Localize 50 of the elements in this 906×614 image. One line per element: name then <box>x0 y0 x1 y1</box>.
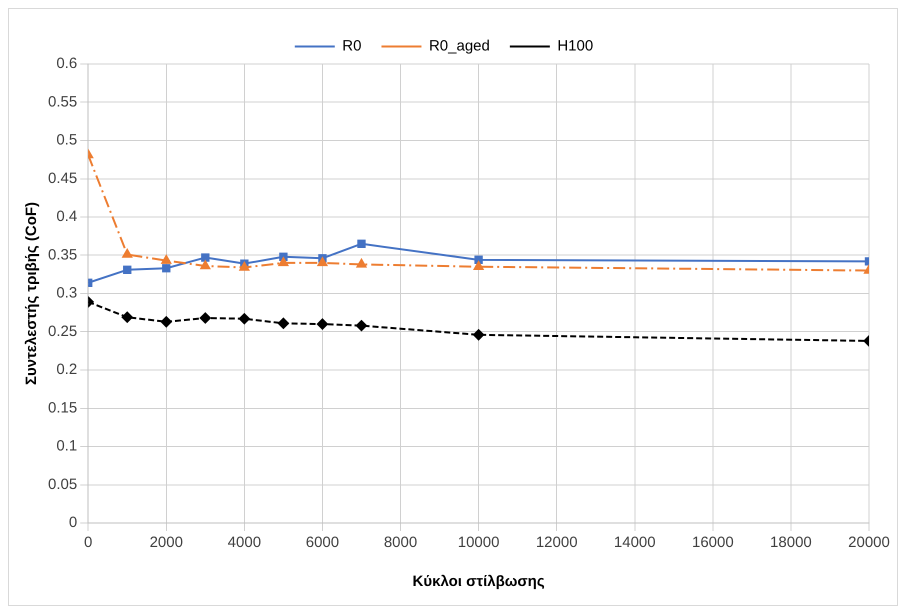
point <box>474 256 483 264</box>
point <box>238 313 250 324</box>
y-tick-label: 0.6 <box>56 55 78 72</box>
point <box>316 318 328 330</box>
point <box>161 255 172 264</box>
x-tick-label: 16000 <box>692 534 734 552</box>
point <box>162 264 170 272</box>
point <box>318 257 328 266</box>
point <box>474 261 484 270</box>
point <box>122 248 132 258</box>
point <box>123 266 132 274</box>
point <box>473 329 484 340</box>
point <box>356 320 367 332</box>
legend-label: R0_aged <box>428 38 490 55</box>
y-tick-label: 0.15 <box>48 399 78 416</box>
point <box>278 318 289 329</box>
y-tick-label: 0.1 <box>56 438 78 455</box>
x-tick-label: 20000 <box>848 534 890 552</box>
y-tick-label: 0.2 <box>56 361 78 378</box>
point <box>200 312 211 324</box>
x-tick-label: 12000 <box>536 534 578 552</box>
y-tick-label: 0.25 <box>48 322 78 340</box>
y-tick-label: 0.5 <box>56 132 78 149</box>
point <box>356 258 366 268</box>
y-tick-label: 0.55 <box>48 93 78 110</box>
x-tick-label: 4000 <box>228 534 262 552</box>
x-axis-title: Κύκλοι στίλβωσης <box>412 573 545 590</box>
point <box>357 240 366 248</box>
x-tick-label: 0 <box>84 534 92 552</box>
y-tick-label: 0.4 <box>56 208 78 226</box>
point <box>122 312 133 323</box>
y-tick-label: 0.3 <box>56 284 78 302</box>
point <box>201 253 210 262</box>
x-tick-label: 18000 <box>770 534 812 552</box>
legend-label: R0 <box>342 38 362 55</box>
x-tick-label: 2000 <box>150 534 183 552</box>
x-tick-label: 14000 <box>614 534 656 552</box>
x-tick-label: 6000 <box>306 534 340 552</box>
y-tick-label: 0 <box>68 514 78 532</box>
x-tick-label: 10000 <box>458 534 500 552</box>
point <box>200 260 210 270</box>
y-axis-title: Συντελεστής τριβής (CoF) <box>23 202 40 386</box>
x-tick-label: 8000 <box>384 534 418 552</box>
point <box>160 316 172 328</box>
y-tick-label: 0.45 <box>48 170 78 187</box>
legend-label: H100 <box>557 38 594 55</box>
point <box>278 257 288 266</box>
y-tick-label: 0.35 <box>48 246 78 264</box>
y-tick-label: 0.05 <box>48 476 78 493</box>
point <box>239 262 250 271</box>
